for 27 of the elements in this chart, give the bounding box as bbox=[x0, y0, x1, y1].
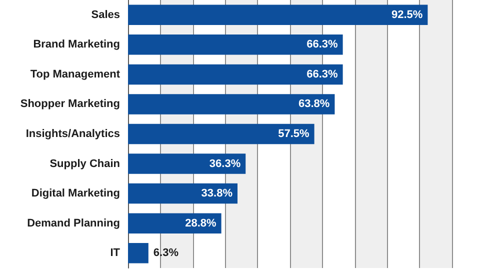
bar bbox=[128, 242, 148, 264]
data-label: 66.3% bbox=[306, 38, 338, 51]
y-tick-label: Supply Chain bbox=[50, 158, 120, 170]
data-label: 33.8% bbox=[201, 188, 233, 200]
bar bbox=[128, 124, 314, 144]
bar bbox=[128, 34, 343, 55]
bar bbox=[128, 64, 343, 85]
y-tick-label: Digital Marketing bbox=[31, 188, 120, 200]
y-tick-label: Brand Marketing bbox=[33, 38, 120, 51]
data-label: 92.5% bbox=[391, 8, 423, 21]
y-tick-label: Shopper Marketing bbox=[20, 98, 120, 110]
data-label: 28.8% bbox=[185, 217, 217, 230]
y-tick-label: Insights/Analytics bbox=[26, 128, 120, 140]
bar bbox=[128, 213, 222, 234]
data-label: 57.5% bbox=[278, 128, 310, 140]
y-tick-label: Sales bbox=[91, 8, 120, 21]
data-label: 66.3% bbox=[306, 68, 338, 80]
data-label: 63.8% bbox=[298, 98, 330, 110]
bar bbox=[128, 154, 246, 174]
y-tick-label: Top Management bbox=[30, 68, 120, 80]
y-tick-label: IT bbox=[110, 247, 120, 260]
y-tick-label: Demand Planning bbox=[27, 217, 120, 230]
bar bbox=[128, 183, 238, 204]
bar bbox=[128, 4, 428, 26]
data-label: 36.3% bbox=[209, 158, 241, 170]
bar bbox=[128, 94, 335, 114]
data-label: 6.3% bbox=[153, 247, 179, 260]
